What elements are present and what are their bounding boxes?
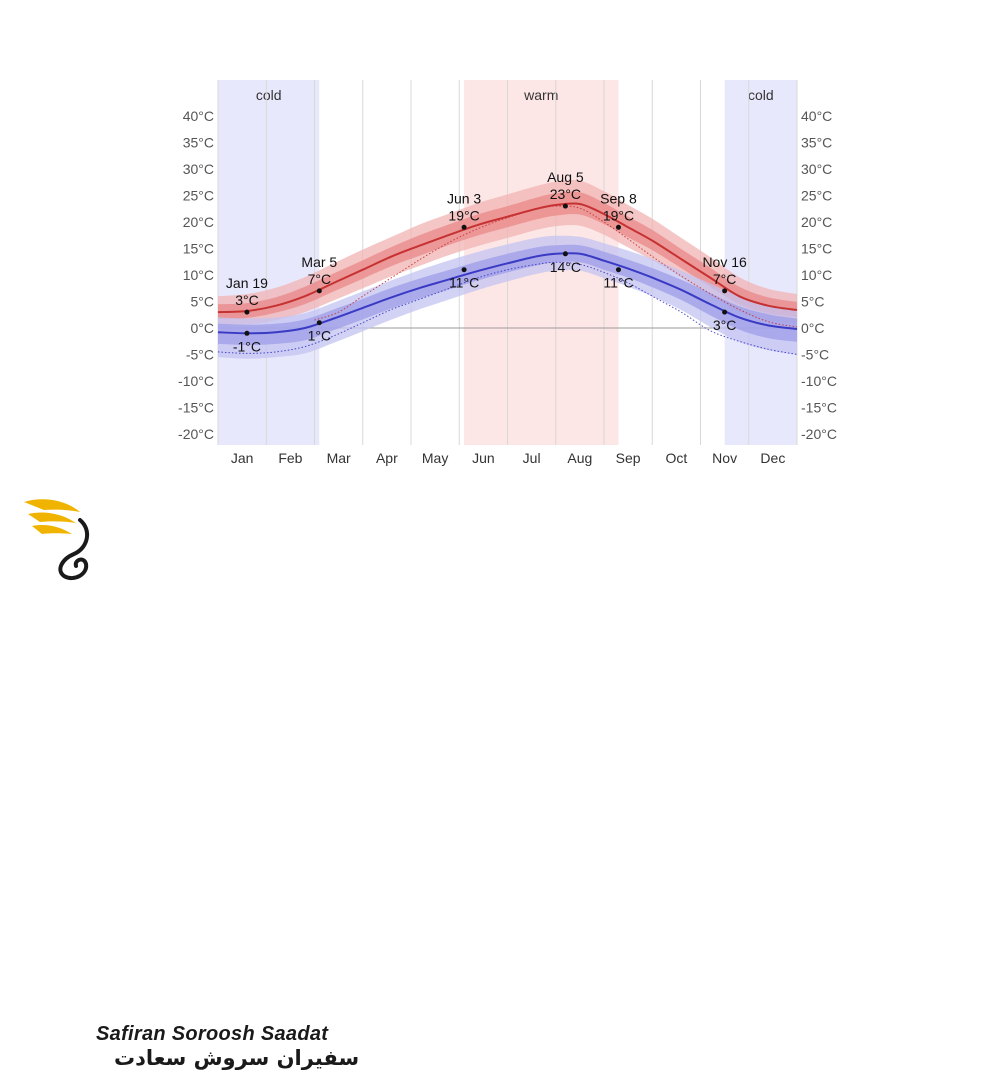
annotation-date: Nov 16 <box>702 254 747 270</box>
low-dotted-line <box>217 261 798 355</box>
x-tick-label: Oct <box>665 450 687 466</box>
x-tick-label: Feb <box>278 450 302 466</box>
season-band-cold-2 <box>724 80 797 445</box>
y-tick-label-right: -10°C <box>801 373 837 389</box>
x-tick-label: Aug <box>567 450 592 466</box>
season-band-cold-0 <box>218 80 320 445</box>
annotation-temp: 11°C <box>449 275 479 291</box>
high-dotted-line <box>314 205 798 328</box>
low-band-p10-p90 <box>218 235 797 359</box>
annotation-temp: 3°C <box>235 292 259 308</box>
annotation-date: Sep 8 <box>600 190 637 206</box>
y-tick-label-right: 5°C <box>801 294 825 310</box>
y-tick-label-left: 20°C <box>183 214 214 230</box>
y-tick-label-left: -10°C <box>178 373 214 389</box>
y-tick-label-right: 35°C <box>801 135 832 151</box>
x-tick-label: Sep <box>616 450 641 466</box>
annotation-point <box>722 288 728 294</box>
annotation-temp: 3°C <box>713 317 737 333</box>
y-tick-label-right: 25°C <box>801 188 832 204</box>
x-axis: Jan Feb Mar Apr May Jun Jul Aug Sep Oct Nov Dec <box>231 450 785 466</box>
y-tick-label-left: 5°C <box>191 294 215 310</box>
annotation-temp: 7°C <box>308 271 332 287</box>
season-band-label: cold <box>748 87 774 103</box>
y-tick-label-left: 40°C <box>183 108 214 124</box>
y-tick-label-left: 10°C <box>183 267 214 283</box>
annotation-temp: 19°C <box>603 207 634 223</box>
x-tick-label: Jul <box>523 450 541 466</box>
season-band-label: warm <box>523 87 558 103</box>
y-tick-label-left: 0°C <box>191 320 215 336</box>
season-band-label: cold <box>256 87 282 103</box>
annotation-point <box>461 224 467 230</box>
x-tick-label: Jun <box>472 450 495 466</box>
annotation-temp: 7°C <box>713 271 737 287</box>
y-tick-label-right: -5°C <box>801 347 829 363</box>
y-tick-label-left: 15°C <box>183 241 214 257</box>
annotation-point <box>461 267 467 273</box>
bird-logo-icon <box>24 499 90 581</box>
y-tick-label-right: 30°C <box>801 161 832 177</box>
annotation-date: Jun 3 <box>447 190 481 206</box>
y-tick-label-left: 35°C <box>183 135 214 151</box>
y-tick-label-left: -5°C <box>186 347 214 363</box>
annotation-point <box>615 267 621 273</box>
y-tick-label-right: 10°C <box>801 267 832 283</box>
low-band-p25-p75 <box>218 244 797 345</box>
annotation-temp: -1°C <box>233 338 261 354</box>
annotation-point <box>244 309 250 315</box>
annotation-date: Jan 19 <box>226 275 268 291</box>
annotation-point <box>722 309 728 315</box>
y-tick-label-right: -15°C <box>801 400 837 416</box>
y-tick-label-right: 20°C <box>801 214 832 230</box>
x-tick-label: Dec <box>760 450 785 466</box>
annotation-date: Mar 5 <box>301 254 337 270</box>
temperature-chart: cold warm cold 40°C 35°C 30°C 25°C 20°C 15°C 10°… <box>178 80 837 466</box>
y-axis-left: 40°C 35°C 30°C 25°C 20°C 15°C 10°C 5°C 0°C -5°C -1… <box>178 108 214 442</box>
y-tick-label-right: -20°C <box>801 426 837 442</box>
y-tick-label-left: -15°C <box>178 400 214 416</box>
x-tick-label: Jan <box>231 450 254 466</box>
x-tick-label: Apr <box>376 450 398 466</box>
annotation-point <box>316 320 322 326</box>
y-tick-label-left: -20°C <box>178 426 214 442</box>
annotation-point <box>244 330 250 336</box>
annotation-date: Aug 5 <box>547 169 584 185</box>
annotation-point <box>562 251 568 257</box>
annotation-point <box>316 288 322 294</box>
annotation-temp: 1°C <box>308 328 332 344</box>
y-axis-right: 40°C 35°C 30°C 25°C 20°C 15°C 10°C 5°C 0°C -5°C -1… <box>801 108 837 442</box>
company-logo: Safiran Soroosh Saadat سفیران سروش سعادت <box>18 490 359 1070</box>
y-tick-label-left: 25°C <box>183 188 214 204</box>
y-tick-label-left: 30°C <box>183 161 214 177</box>
annotation-temp: 23°C <box>550 186 581 202</box>
annotation-temp: 14°C <box>550 259 581 275</box>
annotation-point <box>615 224 621 230</box>
logo-name-english: Safiran Soroosh Saadat <box>96 1023 329 1045</box>
annotation-temp: 19°C <box>448 207 479 223</box>
logo-name-farsi: سفیران سروش سعادت <box>114 1046 360 1070</box>
x-tick-label: Mar <box>327 450 351 466</box>
annotation-point <box>562 203 568 209</box>
y-tick-label-right: 0°C <box>801 320 825 336</box>
x-tick-label: Nov <box>712 450 737 466</box>
y-tick-label-right: 15°C <box>801 241 832 257</box>
y-tick-label-right: 40°C <box>801 108 832 124</box>
x-tick-label: May <box>422 450 448 466</box>
annotation-temp: 11°C <box>603 275 633 291</box>
